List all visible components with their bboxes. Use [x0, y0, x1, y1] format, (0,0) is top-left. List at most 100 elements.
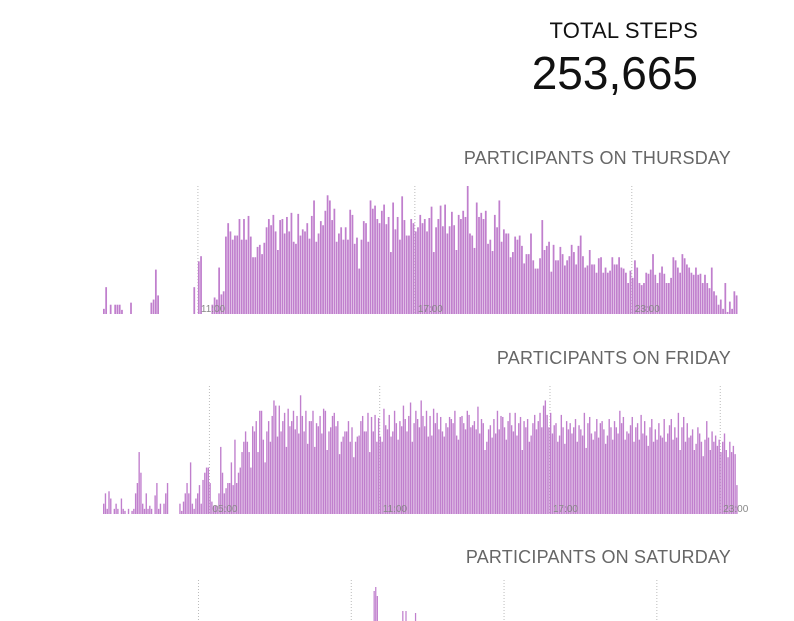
bar — [159, 503, 162, 514]
bar — [475, 202, 478, 314]
bar — [487, 243, 489, 314]
bar — [378, 223, 381, 314]
bar — [441, 431, 444, 514]
bar — [397, 439, 399, 514]
bar — [113, 508, 116, 514]
bar — [436, 412, 438, 514]
bar — [704, 439, 706, 514]
bar — [156, 483, 158, 514]
bar — [353, 243, 356, 314]
bar — [576, 441, 578, 514]
bar — [528, 441, 531, 514]
bar — [360, 421, 362, 514]
bar — [269, 441, 272, 514]
bar — [424, 426, 426, 514]
bar — [103, 503, 105, 514]
bar — [736, 485, 738, 514]
bar — [539, 258, 541, 314]
bar — [236, 235, 239, 314]
bar — [303, 431, 305, 514]
bar — [337, 421, 339, 514]
tick-label: 17:00 — [553, 504, 578, 515]
bar — [150, 302, 153, 314]
bar — [706, 283, 709, 314]
bar — [480, 419, 483, 514]
bar — [240, 239, 243, 314]
bar — [521, 245, 523, 314]
bar — [597, 258, 600, 314]
bar — [143, 508, 146, 514]
bar — [117, 508, 119, 514]
bar — [727, 457, 729, 514]
bar — [394, 229, 397, 314]
bar — [308, 421, 311, 514]
total-steps-value: 253,665 — [531, 47, 698, 99]
bar — [489, 239, 492, 314]
bar — [700, 441, 703, 514]
bar — [333, 412, 335, 514]
bar — [468, 414, 470, 514]
bar — [214, 505, 217, 514]
bar — [471, 235, 474, 314]
bar — [518, 423, 520, 514]
bar — [652, 254, 654, 314]
bar — [580, 429, 582, 514]
bar — [496, 410, 499, 514]
bar — [411, 441, 414, 514]
bar — [367, 412, 369, 514]
bar — [548, 241, 550, 314]
bar — [691, 429, 694, 514]
bar — [389, 252, 392, 314]
bar — [585, 447, 587, 514]
bar — [647, 445, 649, 514]
bar — [643, 283, 645, 314]
bar — [369, 452, 371, 514]
bar — [479, 433, 481, 514]
bar — [140, 472, 142, 514]
bar — [114, 304, 117, 314]
bar — [495, 433, 497, 514]
bar — [455, 250, 458, 314]
bar — [557, 441, 559, 514]
bar — [429, 415, 431, 514]
bar — [115, 503, 117, 514]
bar — [252, 257, 254, 314]
bar — [455, 435, 458, 514]
bar — [256, 246, 259, 314]
bar — [461, 415, 463, 514]
bar — [297, 213, 300, 314]
bar — [711, 431, 713, 514]
bar — [638, 439, 641, 514]
bar — [351, 214, 354, 314]
tick-label: 23:00 — [635, 304, 660, 315]
tick-label: 11:00 — [383, 504, 408, 515]
bar — [690, 272, 693, 314]
bar — [683, 416, 685, 514]
bar — [697, 274, 700, 314]
bar — [147, 508, 149, 514]
bar — [526, 419, 529, 514]
bar — [406, 431, 408, 514]
bar — [319, 415, 321, 514]
bar — [353, 457, 355, 514]
bar — [525, 427, 527, 514]
bar — [371, 208, 374, 314]
bar — [335, 241, 338, 314]
bar — [243, 441, 245, 514]
bar — [232, 485, 234, 514]
bar — [103, 308, 105, 314]
bar — [230, 462, 233, 514]
bar — [193, 287, 196, 314]
bar — [552, 244, 555, 314]
bar — [419, 214, 422, 314]
bar — [602, 272, 605, 314]
bar — [108, 491, 110, 514]
bar — [431, 435, 433, 514]
bar — [730, 452, 733, 514]
bar — [374, 414, 376, 514]
bar — [390, 436, 392, 514]
bar — [248, 452, 250, 514]
bar — [502, 229, 505, 314]
bar — [609, 270, 611, 314]
bar — [633, 441, 635, 514]
